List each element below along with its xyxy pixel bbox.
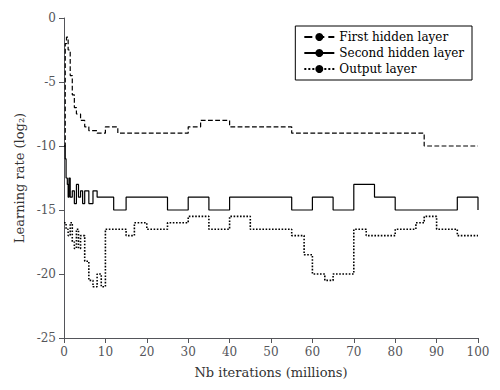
svg-text:50: 50 [263,345,278,359]
svg-text:First hidden layer: First hidden layer [339,30,448,44]
svg-text:Learning rate (log₂): Learning rate (log₂) [12,113,27,243]
svg-text:80: 80 [388,345,403,359]
svg-text:-15: -15 [37,203,56,217]
svg-text:20: 20 [139,345,154,359]
svg-text:100: 100 [467,345,490,359]
svg-text:30: 30 [181,345,196,359]
svg-text:0: 0 [60,345,68,359]
svg-text:-5: -5 [44,75,56,89]
svg-text:Output layer: Output layer [339,62,416,76]
svg-text:-10: -10 [37,139,56,153]
svg-text:60: 60 [305,345,320,359]
svg-text:10: 10 [98,345,113,359]
svg-text:90: 90 [429,345,444,359]
svg-text:Second hidden layer: Second hidden layer [339,46,464,60]
svg-text:Nb iterations (millions): Nb iterations (millions) [194,365,347,380]
svg-text:70: 70 [346,345,361,359]
svg-text:-20: -20 [37,267,56,281]
svg-text:0: 0 [48,11,56,25]
svg-text:40: 40 [222,345,237,359]
svg-text:-25: -25 [37,331,56,345]
